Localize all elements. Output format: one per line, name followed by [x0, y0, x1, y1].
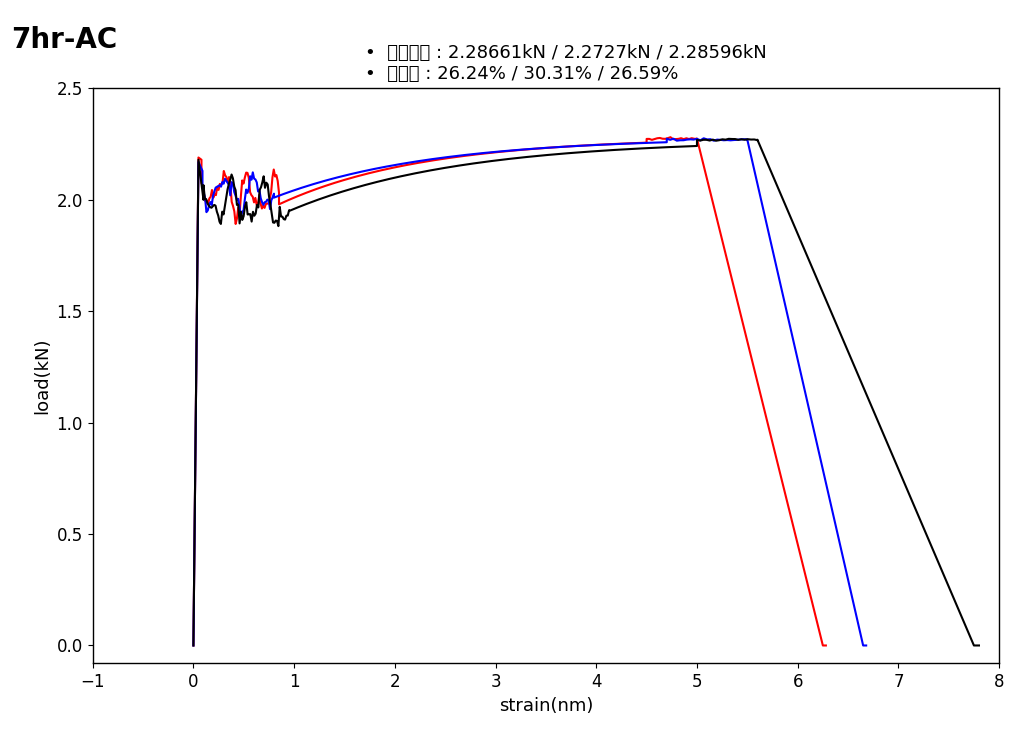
Text: 7hr-AC: 7hr-AC: [11, 26, 117, 54]
Y-axis label: load(kN): load(kN): [33, 338, 52, 414]
Text: •  인장강도 : 2.28661kN / 2.2727kN / 2.28596kN
•  연신률 : 26.24% / 30.31% / 26.59%: • 인장강도 : 2.28661kN / 2.2727kN / 2.28596k…: [365, 44, 766, 83]
X-axis label: strain(nm): strain(nm): [499, 696, 593, 715]
